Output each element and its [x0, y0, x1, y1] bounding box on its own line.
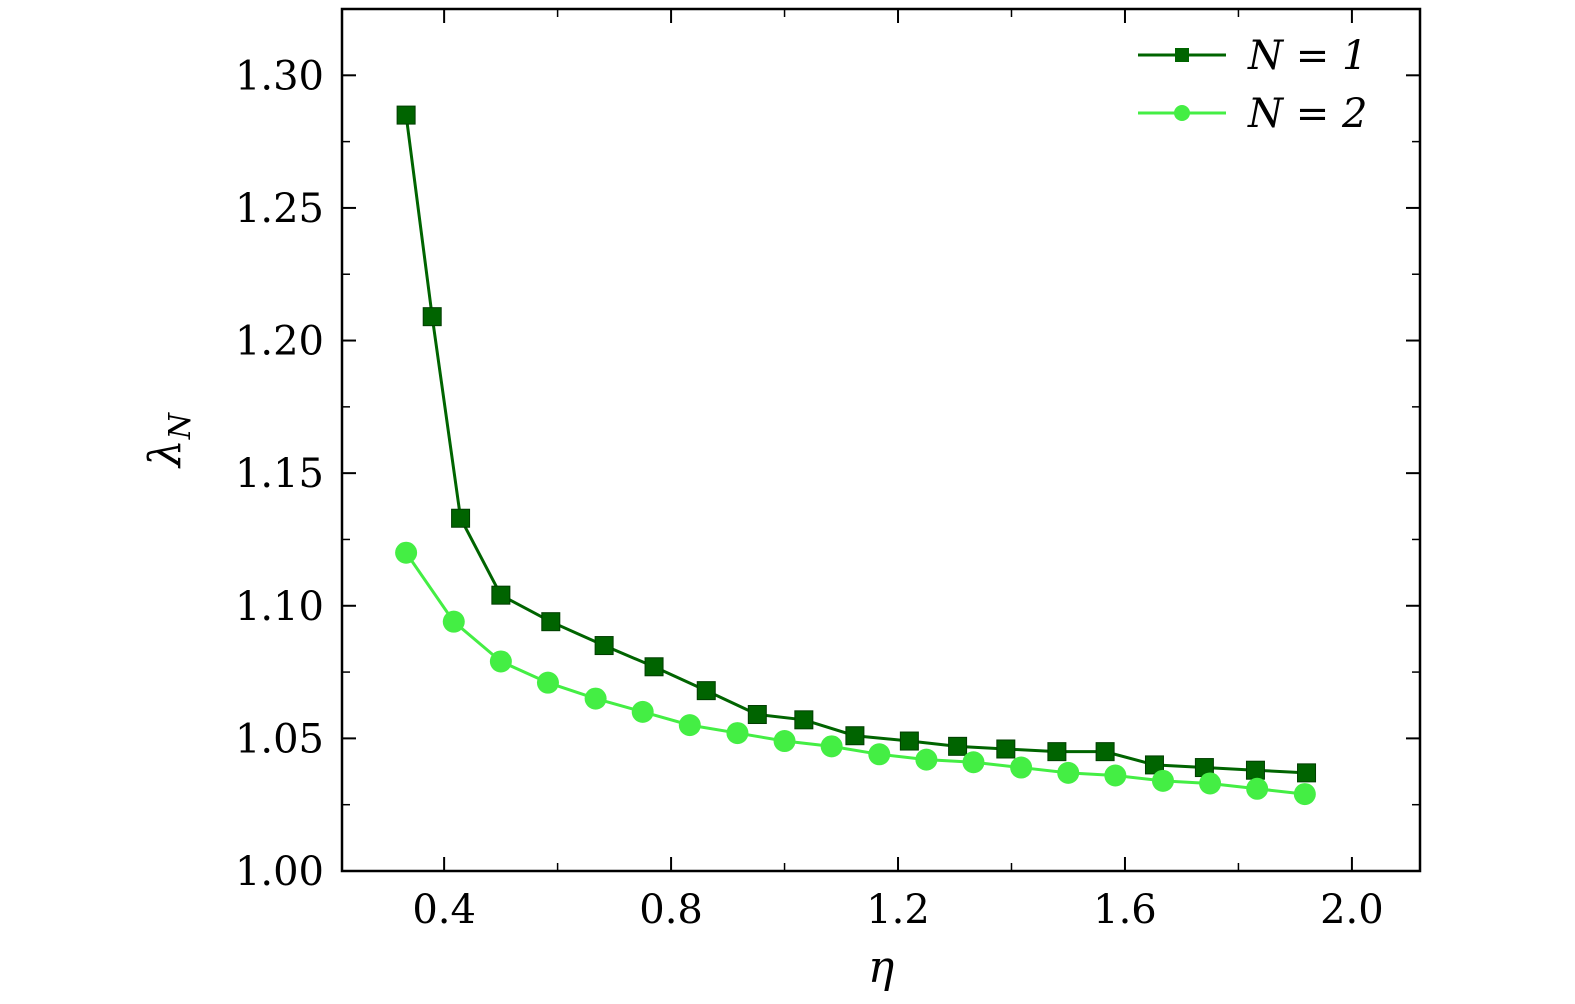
data-point-square — [451, 508, 471, 528]
y-tick-label: 1.25 — [235, 186, 324, 232]
data-point-circle — [726, 722, 749, 745]
y-axis-label: λN — [140, 411, 198, 469]
y-tick-label: 1.05 — [235, 716, 324, 762]
data-point-circle — [773, 730, 796, 753]
data-point-square — [1245, 760, 1265, 780]
data-point-circle — [1104, 764, 1127, 787]
y-axis-label-main: λ — [140, 439, 191, 469]
x-axis-label: η — [868, 942, 894, 993]
data-point-circle — [868, 743, 891, 766]
x-tick-label: 2.0 — [1320, 887, 1384, 933]
data-point-square — [1047, 742, 1067, 762]
tick-labels: 0.4 0.8 1.2 1.6 2.0 1.00 1.05 1.10 1.15 1.20 1.25 1… — [235, 53, 1384, 933]
data-point-square — [948, 736, 968, 756]
data-point-square — [644, 657, 664, 677]
legend: N = 1 N = 2 — [1138, 33, 1367, 137]
plot-frame — [340, 7, 1422, 873]
data-point-circle — [489, 650, 512, 673]
data-point-square — [747, 705, 767, 725]
series-1 — [396, 105, 1317, 783]
data-point-circle — [395, 541, 418, 564]
y-tick-label: 1.10 — [235, 584, 324, 630]
y-tick-label: 1.30 — [235, 53, 324, 99]
data-point-circle — [1057, 761, 1080, 784]
series-2 — [395, 541, 1316, 806]
legend-label: N = 2 — [1247, 91, 1367, 137]
y-tick-label: 1.00 — [235, 849, 324, 895]
data-point-square — [396, 105, 416, 125]
data-point-circle — [1151, 769, 1174, 792]
data-point-circle — [1246, 777, 1269, 800]
data-point-square — [996, 739, 1016, 759]
data-point-square — [491, 585, 511, 605]
axis-ticks — [342, 8, 1420, 872]
data-point-square — [794, 710, 814, 730]
y-tick-label: 1.15 — [235, 451, 324, 497]
x-tick-label: 0.4 — [412, 887, 476, 933]
y-tick-label: 1.20 — [235, 319, 324, 365]
x-tick-label: 0.8 — [639, 887, 703, 933]
data-point-square — [899, 731, 919, 751]
legend-marker-circle — [1174, 105, 1190, 121]
data-point-circle — [678, 714, 701, 737]
data-point-circle — [631, 700, 654, 723]
data-point-square — [845, 726, 865, 746]
data-point-square — [541, 612, 561, 632]
data-point-square — [1095, 742, 1115, 762]
legend-label: N = 1 — [1247, 33, 1367, 79]
data-point-circle — [1199, 772, 1222, 795]
x-tick-label: 1.6 — [1093, 887, 1157, 933]
data-point-circle — [1010, 756, 1033, 779]
data-point-circle — [1293, 783, 1316, 806]
x-tick-label: 1.2 — [866, 887, 930, 933]
y-axis-label-subscript: N — [163, 411, 198, 440]
data-point-circle — [442, 610, 465, 633]
data-point-square — [594, 636, 614, 656]
legend-entry-1: N = 1 — [1138, 33, 1367, 79]
legend-marker-square — [1175, 48, 1189, 62]
data-layer — [395, 105, 1317, 806]
legend-entry-2: N = 2 — [1138, 91, 1367, 137]
data-point-circle — [584, 687, 607, 710]
data-point-square — [422, 307, 442, 327]
data-point-circle — [915, 748, 938, 771]
data-point-circle — [820, 735, 843, 758]
data-point-square — [1297, 763, 1317, 783]
data-point-square — [696, 681, 716, 701]
data-point-circle — [536, 671, 559, 694]
series-line — [404, 551, 1305, 796]
data-point-circle — [962, 751, 985, 774]
